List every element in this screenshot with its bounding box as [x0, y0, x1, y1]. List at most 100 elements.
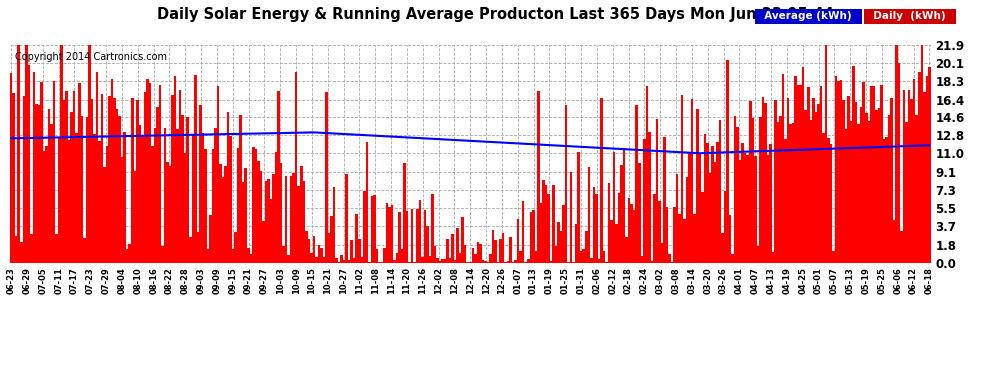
Bar — [487, 261, 489, 262]
Bar — [838, 81, 840, 262]
Bar — [252, 147, 254, 262]
Bar — [855, 102, 857, 262]
Text: Average (kWh): Average (kWh) — [757, 11, 859, 21]
Bar — [547, 194, 549, 262]
Bar — [663, 137, 665, 262]
Bar — [43, 152, 46, 262]
Bar — [13, 93, 15, 262]
Bar — [527, 259, 530, 262]
Bar — [877, 108, 880, 262]
Bar — [650, 261, 653, 262]
Bar — [898, 63, 900, 262]
Bar — [742, 143, 743, 262]
Bar — [756, 246, 759, 262]
Bar — [103, 167, 106, 262]
Bar — [782, 74, 784, 262]
Bar — [113, 98, 116, 262]
Bar — [297, 186, 300, 262]
Bar — [638, 162, 641, 262]
Bar — [492, 230, 494, 262]
Bar — [88, 45, 91, 262]
Bar — [65, 91, 68, 262]
Bar — [522, 201, 525, 262]
Bar — [900, 231, 903, 262]
Bar — [57, 138, 60, 262]
Bar — [549, 261, 552, 262]
Text: Daily  (kWh): Daily (kWh) — [866, 11, 953, 21]
Bar — [434, 246, 437, 262]
Bar — [507, 261, 509, 262]
Bar — [593, 187, 595, 262]
Bar — [668, 254, 671, 262]
Bar — [108, 96, 111, 262]
Bar — [590, 258, 593, 262]
Bar — [303, 182, 305, 262]
Bar — [820, 86, 822, 262]
Bar — [580, 251, 582, 262]
Bar — [880, 85, 883, 262]
Bar — [189, 237, 191, 262]
Bar — [456, 228, 459, 262]
Bar — [98, 141, 101, 262]
Bar — [732, 254, 734, 262]
Bar — [383, 248, 386, 262]
Bar — [275, 152, 277, 262]
Bar — [459, 254, 461, 262]
Bar — [368, 261, 370, 262]
Bar — [197, 232, 199, 262]
Bar — [235, 232, 237, 262]
Bar — [484, 261, 487, 262]
Bar — [784, 139, 787, 262]
Bar — [535, 251, 538, 262]
Bar — [709, 173, 711, 262]
Bar — [554, 246, 557, 262]
Bar — [812, 98, 815, 262]
Bar — [779, 116, 782, 262]
Bar — [424, 210, 426, 262]
Bar — [711, 146, 714, 262]
Bar — [658, 201, 660, 262]
Bar — [360, 256, 363, 262]
Bar — [844, 129, 847, 262]
Bar — [55, 234, 57, 262]
Bar — [872, 86, 875, 262]
Bar — [414, 261, 416, 262]
Bar — [386, 203, 388, 262]
Bar — [509, 237, 512, 262]
Bar — [50, 124, 52, 262]
Bar — [323, 256, 325, 262]
Bar — [126, 249, 129, 262]
Bar — [598, 259, 600, 262]
Bar — [722, 232, 724, 262]
Bar — [636, 105, 638, 262]
Bar — [287, 255, 290, 262]
Bar — [101, 94, 103, 262]
Bar — [80, 116, 83, 262]
Bar — [222, 177, 225, 262]
Bar — [525, 261, 527, 262]
Bar — [121, 156, 124, 262]
Bar — [391, 205, 393, 262]
Bar — [494, 240, 497, 262]
Bar — [706, 143, 709, 262]
Bar — [25, 45, 28, 262]
Bar — [85, 117, 88, 262]
Bar — [610, 220, 613, 262]
Bar — [277, 91, 280, 262]
Bar — [520, 251, 522, 262]
Bar — [540, 203, 543, 262]
Bar — [141, 136, 144, 262]
Bar — [739, 160, 742, 262]
Bar — [699, 154, 701, 262]
Bar — [245, 168, 248, 262]
Bar — [373, 195, 375, 262]
Bar — [446, 239, 448, 262]
Bar — [378, 261, 381, 262]
Bar — [136, 100, 139, 262]
Bar — [290, 176, 292, 262]
Bar — [254, 149, 257, 262]
Bar — [559, 231, 562, 262]
Bar — [792, 123, 794, 262]
Bar — [111, 79, 113, 262]
Bar — [248, 248, 249, 262]
